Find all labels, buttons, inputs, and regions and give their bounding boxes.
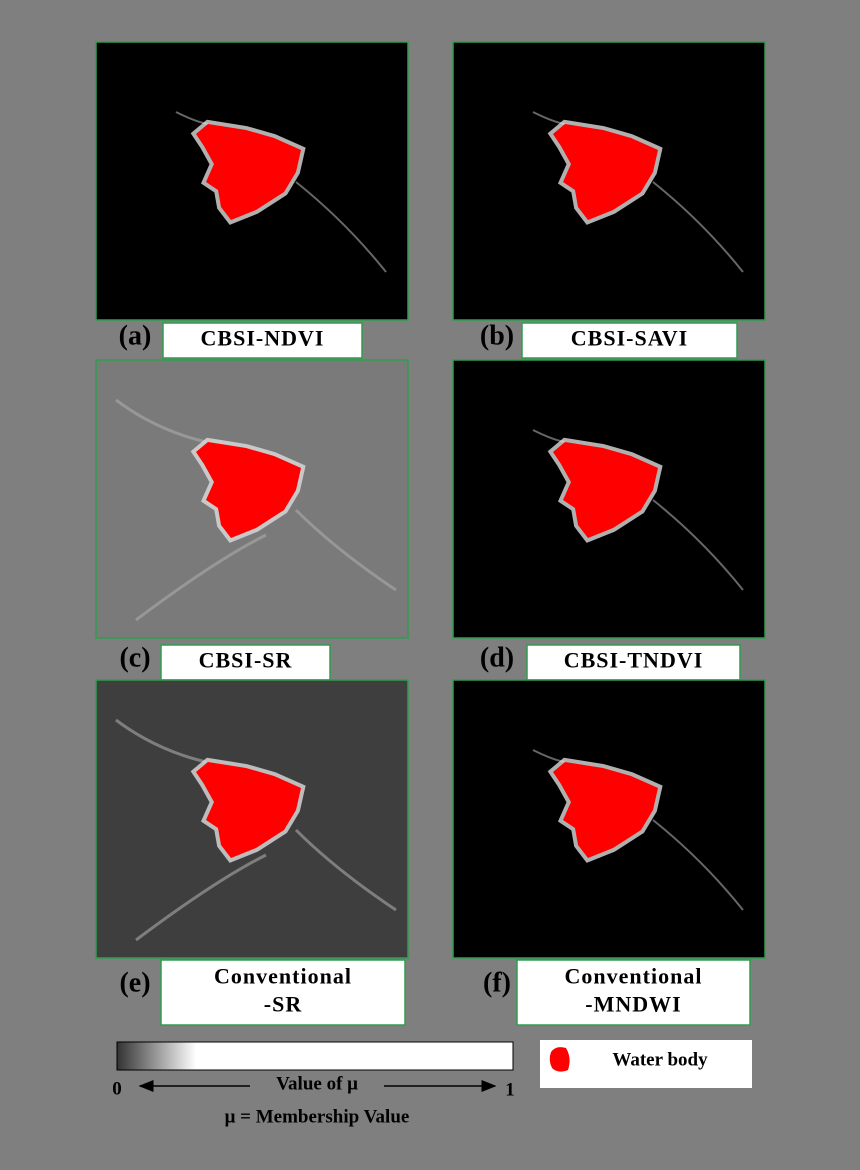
water-body <box>196 442 301 538</box>
panel-label: CBSI-SAVI <box>571 326 688 351</box>
panel-label: CBSI-NDVI <box>201 326 325 351</box>
membership-bar <box>116 1041 514 1071</box>
panel <box>452 359 766 639</box>
panel-letter: (a) <box>119 320 152 351</box>
legend-note: μ = Membership Value <box>225 1106 410 1127</box>
panel-label: -MNDWI <box>585 992 681 1017</box>
panel-letter: (e) <box>119 967 150 998</box>
label-box <box>521 322 738 359</box>
label-box <box>162 322 363 359</box>
water-body <box>553 442 658 538</box>
water-legend-box <box>540 1040 752 1088</box>
water-body <box>196 762 301 858</box>
panel-letter: (c) <box>119 642 150 673</box>
water-body <box>196 124 301 220</box>
axis-label: Value of μ <box>276 1073 358 1094</box>
legend-min: 0 <box>112 1078 122 1099</box>
label-box <box>526 644 741 681</box>
panel <box>452 679 766 959</box>
panel-label: -SR <box>264 992 303 1017</box>
label-box <box>516 959 751 1026</box>
water-swatch <box>549 1047 570 1072</box>
panel <box>95 41 409 321</box>
panel-letter: (d) <box>480 642 514 673</box>
water-body <box>553 762 658 858</box>
panel-letter: (f) <box>483 967 511 998</box>
legend-max: 1 <box>505 1079 515 1100</box>
label-box <box>160 959 406 1026</box>
panel <box>95 359 409 639</box>
panel <box>95 679 409 959</box>
panel-letter: (b) <box>480 320 514 351</box>
panel-label: Conventional <box>565 964 703 989</box>
water-body <box>553 124 658 220</box>
panel-label: Conventional <box>214 964 352 989</box>
river <box>115 718 397 942</box>
water-label: Water body <box>612 1049 708 1070</box>
panel-label: CBSI-SR <box>199 648 293 673</box>
panel <box>452 41 766 321</box>
panel-label: CBSI-TNDVI <box>564 648 704 673</box>
river <box>115 398 397 622</box>
